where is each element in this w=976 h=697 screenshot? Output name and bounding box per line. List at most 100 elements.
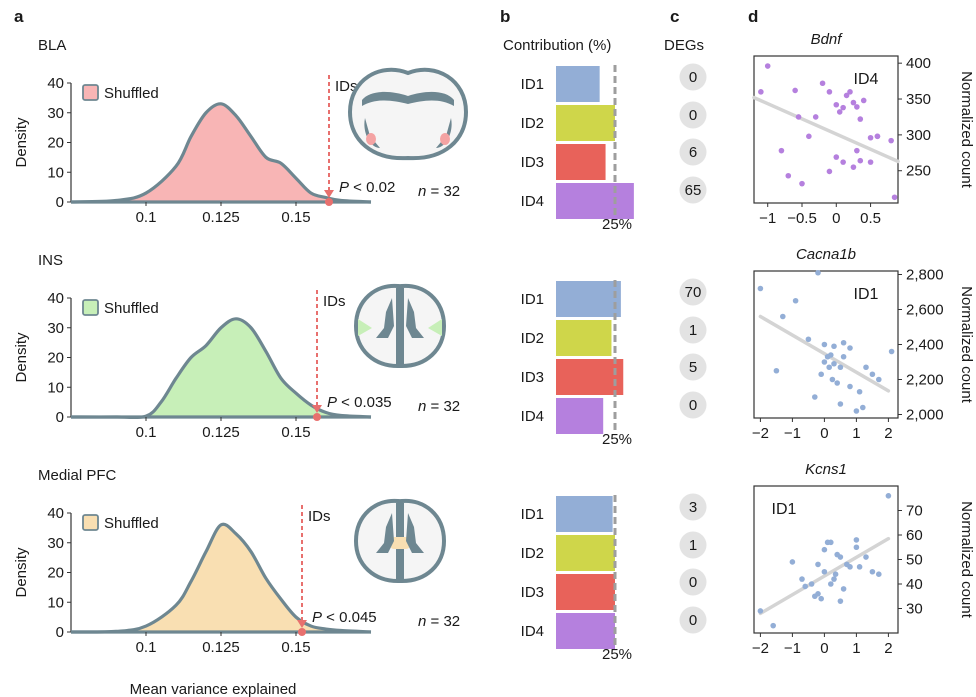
deg-count: 65 <box>685 182 702 199</box>
scatter-point <box>832 571 839 577</box>
degs-header: DEGs <box>664 37 704 54</box>
bar-id1 <box>556 66 600 102</box>
scatter-y-tick-label: 300 <box>906 127 931 144</box>
x-tick-label: 0.15 <box>281 639 310 656</box>
scatter-point <box>828 352 834 358</box>
scatter-point <box>778 147 785 154</box>
scatter-point <box>840 159 846 165</box>
scatter-point <box>831 360 837 367</box>
scatter-point <box>834 380 840 386</box>
p-value-text: < 0.045 <box>322 609 377 626</box>
scatter-point <box>764 63 771 69</box>
y-tick-label: 0 <box>56 624 64 641</box>
reference-label: 25% <box>602 216 632 233</box>
scatter-point <box>854 104 860 110</box>
n-symbol: n <box>418 613 426 630</box>
scatter-point <box>888 137 894 144</box>
bar-category-label: ID4 <box>521 408 544 425</box>
scatter-point <box>857 116 864 122</box>
legend-swatch <box>82 514 99 531</box>
density-area <box>71 318 371 418</box>
scatter-point <box>850 164 857 170</box>
scatter-point <box>847 383 853 390</box>
brain-section-coronal-3 <box>353 498 447 584</box>
deg-circle <box>679 138 707 166</box>
deg-circle <box>679 63 707 91</box>
scatter-y-tick-label: 30 <box>906 601 923 618</box>
legend-swatch <box>82 299 99 316</box>
legend-label-shuffled: Shuffled <box>104 300 159 317</box>
bar-category-label: ID4 <box>521 193 544 210</box>
y-tick-label: 20 <box>47 135 64 152</box>
brain-region-highlight-left <box>358 319 372 336</box>
scatter-fit-line <box>752 95 900 164</box>
scatter-id-label: ID1 <box>772 501 797 518</box>
scatter-point <box>867 159 874 165</box>
scatter-point <box>857 157 864 164</box>
scatter-id-label: ID4 <box>854 71 879 88</box>
contribution-header: Contribution (%) <box>503 37 611 54</box>
region-title: Medial PFC <box>38 467 117 484</box>
scatter-point <box>867 134 874 141</box>
scatter-point <box>850 99 857 106</box>
density-area <box>71 103 371 202</box>
scatter-point <box>840 353 847 360</box>
scatter-y-tick-label: 60 <box>906 527 923 544</box>
region-row-1: BLA Density 0 10 20 30 40 0.1 0.125 0.15 Shuffled I… <box>13 31 975 233</box>
x-tick-label: 0.125 <box>202 209 240 226</box>
bar-id3 <box>556 144 606 180</box>
scatter-point <box>815 591 821 597</box>
ids-label: IDs <box>323 293 346 310</box>
deg-count: 1 <box>689 322 697 339</box>
n-value-text: = 32 <box>426 183 460 200</box>
y-tick-label: 20 <box>47 565 64 582</box>
bar-id4 <box>556 398 604 434</box>
scatter-point <box>802 583 808 590</box>
bar-category-label: ID3 <box>521 154 544 171</box>
scatter-point <box>821 546 828 553</box>
x-tick-label: 0.15 <box>281 424 310 441</box>
n-value-text: = 32 <box>426 613 460 630</box>
n-label: n = 32 <box>418 398 460 415</box>
scatter-point <box>840 586 847 592</box>
scatter-y-axis-label: Normalized count <box>958 71 975 189</box>
bar-id2 <box>556 320 612 356</box>
panel-letter-d: d <box>748 7 758 26</box>
bar-category-label: ID4 <box>521 623 544 640</box>
scatter-x-tick-label: 0 <box>832 210 840 227</box>
region-title: INS <box>38 252 63 269</box>
y-tick-label: 40 <box>47 75 64 92</box>
scatter-point <box>876 376 882 383</box>
y-tick-label: 10 <box>47 164 64 181</box>
ids-arrow-head <box>312 405 322 413</box>
bar-id2 <box>556 535 615 571</box>
brain-ventricle-left <box>376 298 394 338</box>
brain-region-highlight-left <box>366 133 376 145</box>
scatter-point <box>874 133 881 140</box>
scatter-x-tick-label: 1 <box>852 425 860 442</box>
scatter-x-tick-label: −2 <box>752 425 769 442</box>
deg-circle <box>679 316 707 344</box>
bar-id3 <box>556 359 624 395</box>
scatter-point <box>770 622 776 629</box>
region-title: BLA <box>38 37 66 54</box>
legend-label-shuffled: Shuffled <box>104 515 159 532</box>
scatter-point <box>812 394 818 400</box>
scatter-point <box>785 172 792 179</box>
scatter-point <box>853 544 860 551</box>
n-value-text: = 32 <box>426 398 460 415</box>
scatter-x-tick-label: 0 <box>820 640 828 657</box>
scatter-point <box>792 87 798 94</box>
scatter-point <box>795 114 802 120</box>
scatter-point <box>773 367 780 374</box>
reference-label: 25% <box>602 431 632 448</box>
bar-id1 <box>556 496 613 532</box>
scatter-y-tick-label: 2,000 <box>906 407 944 424</box>
scatter-x-tick-label: −2 <box>752 640 769 657</box>
scatter-point <box>888 348 895 355</box>
bar-category-label: ID1 <box>521 291 544 308</box>
panel-letter-b: b <box>500 7 510 26</box>
